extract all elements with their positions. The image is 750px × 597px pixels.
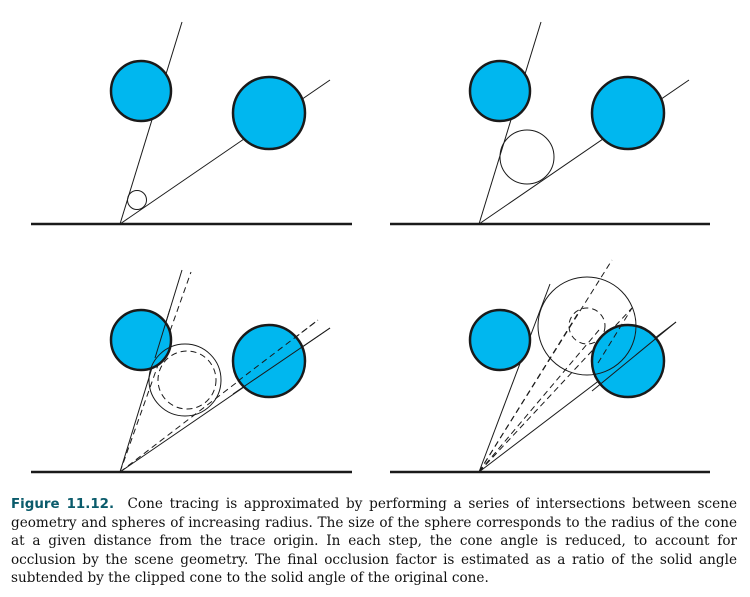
- figure-label: Figure 11.12.: [11, 497, 115, 512]
- cone-edge: [119, 21, 183, 225]
- clipped-cone-edge: [119, 271, 192, 473]
- clipped-cone-edge: [478, 307, 633, 473]
- scene-sphere: [231, 75, 307, 151]
- clipped-trace-sphere: [157, 350, 217, 410]
- panel-1: [31, 21, 352, 226]
- trace-sphere: [537, 276, 637, 376]
- cone-edge: [591, 321, 677, 392]
- scene-sphere: [109, 308, 173, 372]
- scene-sphere: [468, 308, 532, 372]
- panel-4: [390, 259, 710, 474]
- clipped-cone-edge: [478, 329, 600, 473]
- cone-edge: [478, 21, 542, 225]
- caption-text: Cone tracing is approximated by performi…: [11, 496, 737, 586]
- scene-sphere: [231, 323, 307, 399]
- panel-2: [390, 21, 710, 226]
- cone-tracing-figure: [31, 21, 710, 474]
- scene-sphere: [109, 59, 173, 123]
- cone-edge: [154, 308, 171, 359]
- clipped-cone-edge: [597, 307, 633, 364]
- clipped-cone-edge: [478, 309, 581, 473]
- clipped-trace-sphere: [568, 307, 606, 345]
- clipped-cone-edge: [237, 319, 319, 382]
- trace-sphere: [127, 190, 147, 210]
- clipped-cone-edge: [119, 319, 319, 473]
- trace-sphere: [499, 129, 555, 185]
- figure-caption: Figure 11.12. Cone tracing is approximat…: [11, 495, 737, 587]
- scene-sphere: [468, 59, 532, 123]
- cone-edge: [119, 269, 183, 473]
- scene-sphere: [590, 75, 666, 151]
- cone-edge: [478, 283, 551, 473]
- trace-sphere: [148, 343, 222, 417]
- cone-edge: [232, 327, 331, 395]
- panel-3: [31, 269, 352, 474]
